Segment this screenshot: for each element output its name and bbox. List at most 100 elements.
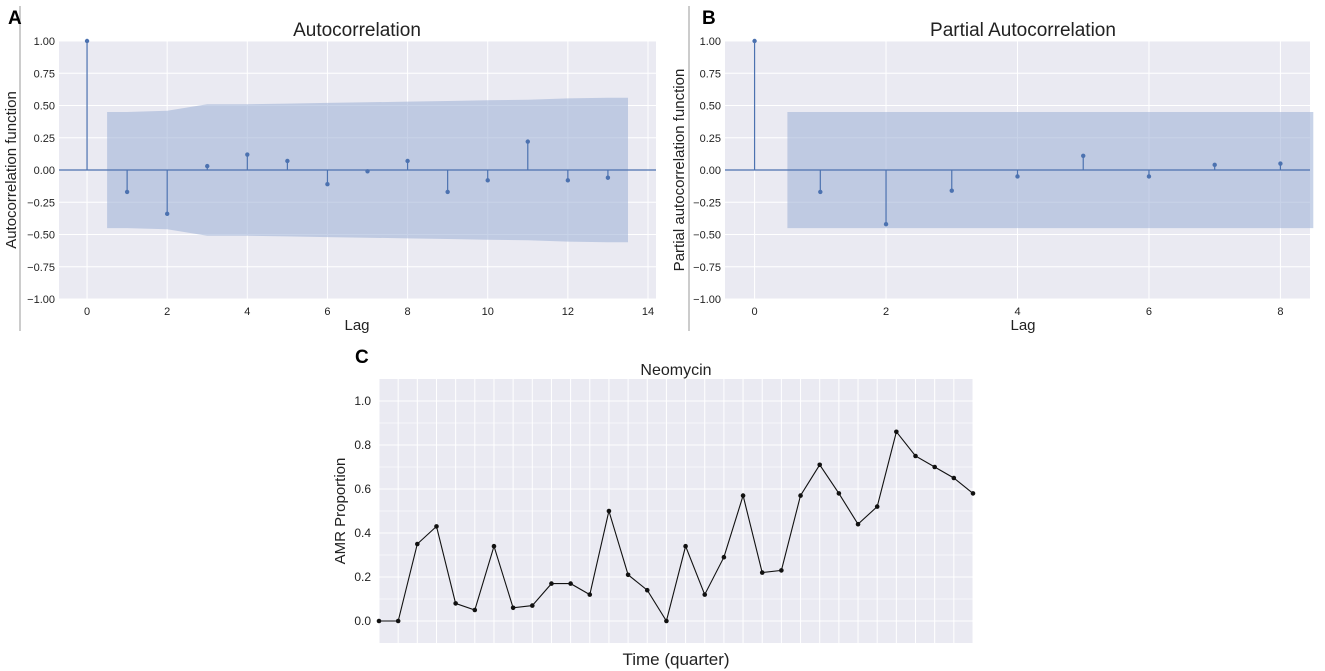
data-point (376, 618, 382, 624)
y-tick-label: 0.6 (354, 482, 371, 496)
panel-a-y-label: Autocorrelation function (3, 91, 20, 249)
data-point (568, 581, 573, 586)
y-tick-label: 0.75 (700, 68, 721, 80)
panel-b: B −1.00 −0.75 −0.50 −0.25 0.00 0.25 0.50 0.75 1.… (671, 6, 1314, 334)
y-tick-label: 0.25 (700, 133, 721, 145)
panel-c-series-line (379, 430, 974, 623)
panel-c-points (376, 429, 976, 624)
data-point (453, 601, 458, 606)
y-tick-label: −0.50 (27, 230, 55, 242)
data-point (434, 524, 439, 529)
y-tick-label: −0.25 (27, 197, 55, 209)
stem-marker (525, 139, 530, 144)
stem-marker (84, 38, 90, 44)
data-point (587, 592, 593, 597)
stem-marker (1278, 161, 1283, 166)
x-tick-label: 14 (642, 306, 654, 318)
x-tick-label: 12 (562, 306, 574, 318)
stem-marker (949, 188, 954, 193)
y-tick-label: 1.00 (700, 36, 721, 48)
stem-marker (1212, 162, 1217, 168)
panel-b-title: Partial Autocorrelation (930, 20, 1116, 41)
y-tick-label: 0.50 (700, 101, 721, 113)
stem-marker (445, 189, 450, 195)
panel-c-y-label: AMR Proportion (332, 458, 349, 565)
y-tick-label: 0.4 (354, 526, 371, 540)
x-tick-label: 8 (1277, 306, 1283, 318)
panel-a-y-tick-labels: −1.00 −0.75 −0.50 −0.25 0.00 0.25 0.50 0.75 1.00 (27, 36, 55, 306)
panel-b-stems (752, 38, 1283, 227)
data-point (951, 475, 957, 481)
stem-marker (405, 158, 410, 164)
data-point (721, 554, 727, 560)
data-point (683, 543, 688, 549)
y-tick-label: 0.00 (700, 165, 721, 177)
y-tick-label: 0.00 (34, 165, 55, 177)
panel-b-letter: B (702, 8, 716, 29)
data-point (625, 572, 631, 578)
y-tick-label: 1.0 (354, 394, 371, 408)
panel-c-x-label: Time (quarter) (622, 650, 729, 669)
panel-c-y-tick-labels: 0.0 0.2 0.4 0.6 0.8 1.0 (354, 394, 371, 628)
panel-a: A −1.00 −0.75 −0.50 −0.25 0.00 0.25 0.50 0.75 1.… (3, 6, 656, 334)
x-tick-label: 0 (84, 306, 90, 318)
stem-marker (883, 221, 889, 227)
y-tick-label: −0.50 (693, 230, 721, 242)
stem-marker (205, 163, 210, 169)
y-tick-label: 0.2 (354, 570, 371, 584)
x-tick-label: 10 (482, 306, 494, 318)
x-tick-label: 0 (752, 306, 758, 318)
panel-b-x-label: Lag (1010, 317, 1035, 334)
y-tick-label: −0.75 (693, 262, 721, 274)
panel-c-letter: C (355, 347, 369, 368)
panel-b-y-tick-labels: −1.00 −0.75 −0.50 −0.25 0.00 0.25 0.50 0.75 1.00 (693, 36, 721, 306)
data-point (874, 504, 880, 509)
data-point (644, 587, 650, 593)
data-point (894, 429, 899, 435)
stem-marker (124, 189, 130, 195)
stem-marker (565, 178, 571, 183)
x-tick-label: 6 (1146, 306, 1152, 318)
stem-marker (605, 175, 611, 180)
data-point (472, 607, 478, 613)
y-tick-label: −1.00 (693, 294, 721, 306)
data-point (855, 521, 861, 527)
x-tick-label: 2 (883, 306, 889, 318)
x-tick-label: 4 (244, 306, 250, 318)
y-tick-label: 0.25 (34, 133, 55, 145)
panel-a-letter: A (8, 8, 22, 29)
stem-marker (1146, 174, 1152, 179)
panel-a-title: Autocorrelation (293, 20, 421, 41)
panel-b-y-label: Partial autocorrelation function (671, 69, 688, 272)
y-tick-label: 0.75 (34, 68, 55, 80)
y-tick-label: 0.8 (354, 438, 371, 452)
panel-c: C 0.0 0.2 0.4 0.6 0.8 1.0 Neomycin Time (quar… (332, 347, 976, 669)
x-tick-label: 8 (405, 306, 411, 318)
data-point (415, 541, 420, 547)
panel-a-stems (84, 38, 611, 217)
data-point (510, 605, 516, 611)
data-point (817, 462, 823, 468)
data-point (970, 491, 976, 496)
data-point (798, 493, 803, 498)
stem-marker (485, 178, 490, 183)
data-point (759, 570, 765, 575)
data-point (779, 568, 784, 573)
data-point (606, 508, 612, 514)
data-point (932, 464, 937, 470)
panel-c-title: Neomycin (640, 362, 711, 379)
y-tick-label: 1.00 (34, 36, 55, 48)
y-tick-label: −1.00 (27, 294, 55, 306)
data-point (395, 618, 401, 624)
x-tick-label: 6 (324, 306, 330, 318)
stem-marker (325, 181, 330, 187)
stem-marker (1015, 174, 1020, 179)
stem-marker (818, 189, 823, 195)
y-tick-label: 0.0 (354, 614, 371, 628)
data-point (664, 618, 669, 624)
data-point (529, 603, 535, 608)
stem-marker (1081, 153, 1086, 159)
x-tick-label: 2 (164, 306, 170, 318)
data-point (549, 581, 554, 586)
